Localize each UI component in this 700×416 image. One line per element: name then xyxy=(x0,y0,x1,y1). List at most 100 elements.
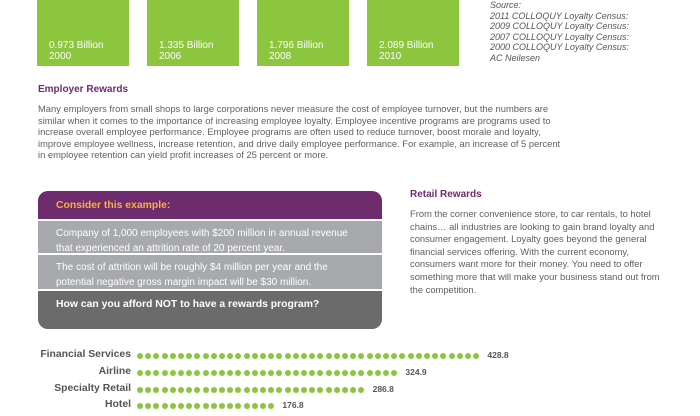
bar-dot xyxy=(202,387,209,393)
bar-dot xyxy=(145,403,152,409)
divider xyxy=(38,219,382,221)
source-line: 2000 COLLOQUY Loyalty Census: xyxy=(490,42,629,52)
bar-dot xyxy=(227,403,234,409)
bar-dot xyxy=(227,370,234,376)
bar-value-label: 286.8 xyxy=(372,384,394,394)
stat-value: 2.089 Billion xyxy=(379,40,434,51)
retail-rewards-heading: Retail Rewards xyxy=(410,189,482,200)
bar-dot xyxy=(333,370,340,376)
bar-dot xyxy=(227,387,234,393)
example-row: Company of 1,000 employees with $200 mil… xyxy=(38,221,382,254)
bar-dot xyxy=(202,370,209,376)
example-row: The cost of attrition will be roughly $4… xyxy=(38,255,382,289)
bar-dot xyxy=(210,403,217,409)
bar-dot xyxy=(301,370,307,376)
source-line: 2009 COLLOQUY Loyalty Census: xyxy=(490,21,629,31)
bar-dot xyxy=(178,370,184,376)
bar-dot xyxy=(374,370,381,376)
bar-dot xyxy=(383,353,389,359)
bar-dot xyxy=(161,403,168,409)
bar-dot xyxy=(276,353,283,359)
bar-dot xyxy=(391,353,398,359)
bar-dot xyxy=(309,387,316,393)
bar-dot xyxy=(456,353,463,359)
stat-box-2010: 2.089 Billion 2010 xyxy=(367,0,459,66)
stat-year: 2006 xyxy=(159,51,182,62)
source-line: 2011 COLLOQUY Loyalty Census: xyxy=(490,10,629,21)
bar-dot xyxy=(251,370,258,376)
bar-dot xyxy=(153,387,160,393)
bar-dot xyxy=(219,387,225,393)
bar-dot xyxy=(251,387,258,393)
bar-dot xyxy=(186,353,193,359)
stat-box-2006: 1.335 Billion 2006 xyxy=(147,0,239,66)
bar-dot xyxy=(268,403,275,409)
bar-dot xyxy=(383,370,389,376)
bar-value-label: 428.8 xyxy=(487,350,509,360)
bar-dot xyxy=(391,370,398,376)
bar-dot xyxy=(210,353,217,359)
bar-dot xyxy=(284,387,291,393)
bar-value-label: 324.9 xyxy=(405,367,427,377)
bar xyxy=(137,387,367,394)
bar-dot xyxy=(219,370,225,376)
bar-dot xyxy=(202,353,209,359)
bar-dot xyxy=(284,353,291,359)
bar-dot xyxy=(235,387,242,393)
bar-dot xyxy=(243,370,250,376)
bar-dot xyxy=(251,403,258,409)
example-panel: Consider this example: Company of 1,000 … xyxy=(38,191,382,329)
bar-dot xyxy=(153,370,160,376)
employer-rewards-heading: Employer Rewards xyxy=(38,84,129,95)
bar-category-label: Hotel xyxy=(105,399,131,410)
bar-dot xyxy=(243,403,250,409)
bar-row: Specialty Retail 286.8 xyxy=(0,383,700,397)
bar-dot xyxy=(424,353,430,359)
bar-dot xyxy=(153,353,160,359)
bar-dot xyxy=(440,353,447,359)
stat-year: 2010 xyxy=(379,51,402,62)
bar-dot xyxy=(358,370,365,376)
bar-dot xyxy=(210,387,217,393)
example-header: Consider this example: xyxy=(38,191,382,219)
bar-dot xyxy=(169,403,176,409)
example-footer: How can you afford NOT to have a rewards… xyxy=(38,291,382,329)
bar-dot xyxy=(415,353,422,359)
bar-dot xyxy=(325,387,332,393)
source-note: Source: 2011 COLLOQUY Loyalty Census: 20… xyxy=(490,0,695,63)
bar-dot xyxy=(194,403,201,409)
bar-dot xyxy=(465,353,471,359)
bar-dot xyxy=(194,353,201,359)
bar-dot xyxy=(260,387,266,393)
bar-dot xyxy=(243,353,250,359)
bar-dot xyxy=(333,353,340,359)
divider xyxy=(38,253,382,255)
bar-dot xyxy=(342,387,348,393)
bar-dot xyxy=(374,353,381,359)
bar-dot xyxy=(137,370,143,376)
bar-dot xyxy=(432,353,439,359)
bar-dot xyxy=(268,353,275,359)
bar-dot xyxy=(260,403,266,409)
bar-dot xyxy=(186,403,193,409)
bar-dot xyxy=(317,370,324,376)
bar-dot xyxy=(169,353,176,359)
bar-dot xyxy=(317,387,324,393)
bar-dot xyxy=(276,370,283,376)
bar-dot xyxy=(169,370,176,376)
stat-year: 2008 xyxy=(269,51,292,62)
bar xyxy=(137,403,276,410)
stat-year: 2000 xyxy=(49,51,72,62)
bar-dot xyxy=(292,387,299,393)
bar-dot xyxy=(161,370,168,376)
source-line: AC Neilesen xyxy=(490,52,541,63)
bar-dot xyxy=(325,353,332,359)
bar-dot xyxy=(178,403,184,409)
bar-dot xyxy=(186,387,193,393)
bar-category-label: Airline xyxy=(98,366,131,377)
retail-rewards-body: From the corner convenience store, to ca… xyxy=(410,208,660,295)
bar-dot xyxy=(350,370,357,376)
bar-dot xyxy=(153,403,160,409)
bar-row: Financial Services 428.8 xyxy=(0,349,700,363)
stat-value: 1.335 Billion xyxy=(159,40,214,51)
